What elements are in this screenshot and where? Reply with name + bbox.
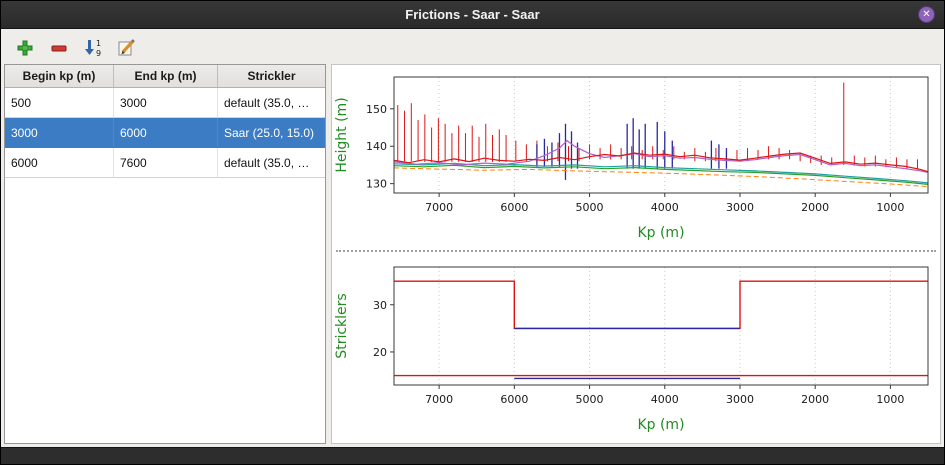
plot-frame xyxy=(393,76,929,194)
red-main-channel-step xyxy=(394,280,928,330)
magenta-line xyxy=(393,139,929,173)
svg-text:9: 9 xyxy=(96,49,101,58)
table-cell: 7600 xyxy=(114,148,218,177)
y-axis-label: Height (m) xyxy=(334,97,350,172)
x-tick-label: 7000 xyxy=(425,201,453,214)
column-header[interactable]: End kp (m) xyxy=(114,65,218,87)
y-tick-label: 150 xyxy=(366,103,387,116)
table-cell: 3000 xyxy=(114,88,218,117)
toolbar: 1 9 xyxy=(1,29,944,64)
edit-icon xyxy=(118,38,135,55)
title-bar[interactable]: Frictions - Saar - Saar ✕ xyxy=(1,1,944,29)
table-cell: 500 xyxy=(5,88,114,117)
red-line xyxy=(393,152,929,173)
x-tick-label: 5000 xyxy=(576,201,604,214)
column-header[interactable]: Strickler xyxy=(247,69,296,83)
height-profile-chart: 7000 6000 5000 4000 3000 2000 1000 130 140 150 Kp … xyxy=(334,76,929,241)
x-tick-label: 2000 xyxy=(801,393,829,406)
x-tick-label: 4000 xyxy=(651,393,679,406)
x-tick-label: 6000 xyxy=(500,393,528,406)
x-tick-label: 1000 xyxy=(876,393,904,406)
x-tick-label: 4000 xyxy=(651,201,679,214)
table-body: 500 3000 default (35.0, … 3000 6000 Saar (25.… xyxy=(5,88,325,443)
y-tick-label: 20 xyxy=(373,346,387,359)
close-icon: ✕ xyxy=(922,8,931,20)
status-bar xyxy=(1,447,944,464)
main-content: Begin kp (m) End kp (m) Strickler 500 3000 d… xyxy=(4,64,941,444)
height-chart-container: 7000 6000 5000 4000 3000 2000 1000 130 140 150 Kp … xyxy=(332,65,940,249)
table-header-row: Begin kp (m) End kp (m) Strickler xyxy=(5,65,325,88)
table-cell: 6000 xyxy=(5,148,114,177)
edit-button[interactable] xyxy=(113,34,140,61)
x-tick-label: 5000 xyxy=(576,393,604,406)
remove-icon xyxy=(51,45,66,51)
green-line xyxy=(393,164,929,185)
x-tick-label: 1000 xyxy=(876,201,904,214)
y-axis-label: Stricklers xyxy=(334,293,350,358)
teal-line xyxy=(393,162,929,184)
x-tick-label: 7000 xyxy=(425,393,453,406)
x-tick-label: 2000 xyxy=(801,201,829,214)
table-cell: 3000 xyxy=(5,118,114,147)
close-button[interactable]: ✕ xyxy=(918,6,935,23)
y-tick-label: 130 xyxy=(366,178,387,191)
stricklers-chart-container: 7000 6000 5000 4000 3000 2000 1000 20 30 Kp (m) St… xyxy=(332,257,940,441)
sort-button[interactable]: 1 9 xyxy=(79,34,106,61)
table-cell: Saar (25.0, 15.0) xyxy=(224,125,315,140)
plot-frame xyxy=(393,266,929,386)
frictions-table: Begin kp (m) End kp (m) Strickler 500 3000 d… xyxy=(4,64,326,444)
charts-panel: 7000 6000 5000 4000 3000 2000 1000 130 140 150 Kp … xyxy=(331,64,941,444)
x-tick-label: 3000 xyxy=(726,201,754,214)
column-header[interactable]: Begin kp (m) xyxy=(5,65,114,87)
y-tick-label: 30 xyxy=(373,299,387,312)
orange-dashed-line xyxy=(393,167,929,188)
y-tick-label: 140 xyxy=(366,140,387,153)
window-title: Frictions - Saar - Saar xyxy=(405,7,540,22)
x-axis-label: Kp (m) xyxy=(637,225,684,241)
table-row[interactable]: 6000 7600 default (35.0, … xyxy=(5,148,325,178)
table-cell: default (35.0, … xyxy=(224,155,310,170)
x-tick-label: 6000 xyxy=(500,201,528,214)
x-axis-label: Kp (m) xyxy=(637,417,684,433)
sort-icon: 1 9 xyxy=(84,39,101,58)
x-tick-label: 3000 xyxy=(726,393,754,406)
add-zone-button[interactable] xyxy=(11,34,38,61)
table-row[interactable]: 3000 6000 Saar (25.0, 15.0) xyxy=(5,118,325,148)
stricklers-chart: 7000 6000 5000 4000 3000 2000 1000 20 30 Kp (m) St… xyxy=(334,266,929,433)
add-icon xyxy=(17,40,32,55)
svg-text:1: 1 xyxy=(96,39,101,48)
table-cell: 6000 xyxy=(114,118,218,147)
table-row[interactable]: 500 3000 default (35.0, … xyxy=(5,88,325,118)
table-cell: default (35.0, … xyxy=(224,95,310,110)
chart-splitter[interactable] xyxy=(336,250,936,256)
remove-zone-button[interactable] xyxy=(45,34,72,61)
